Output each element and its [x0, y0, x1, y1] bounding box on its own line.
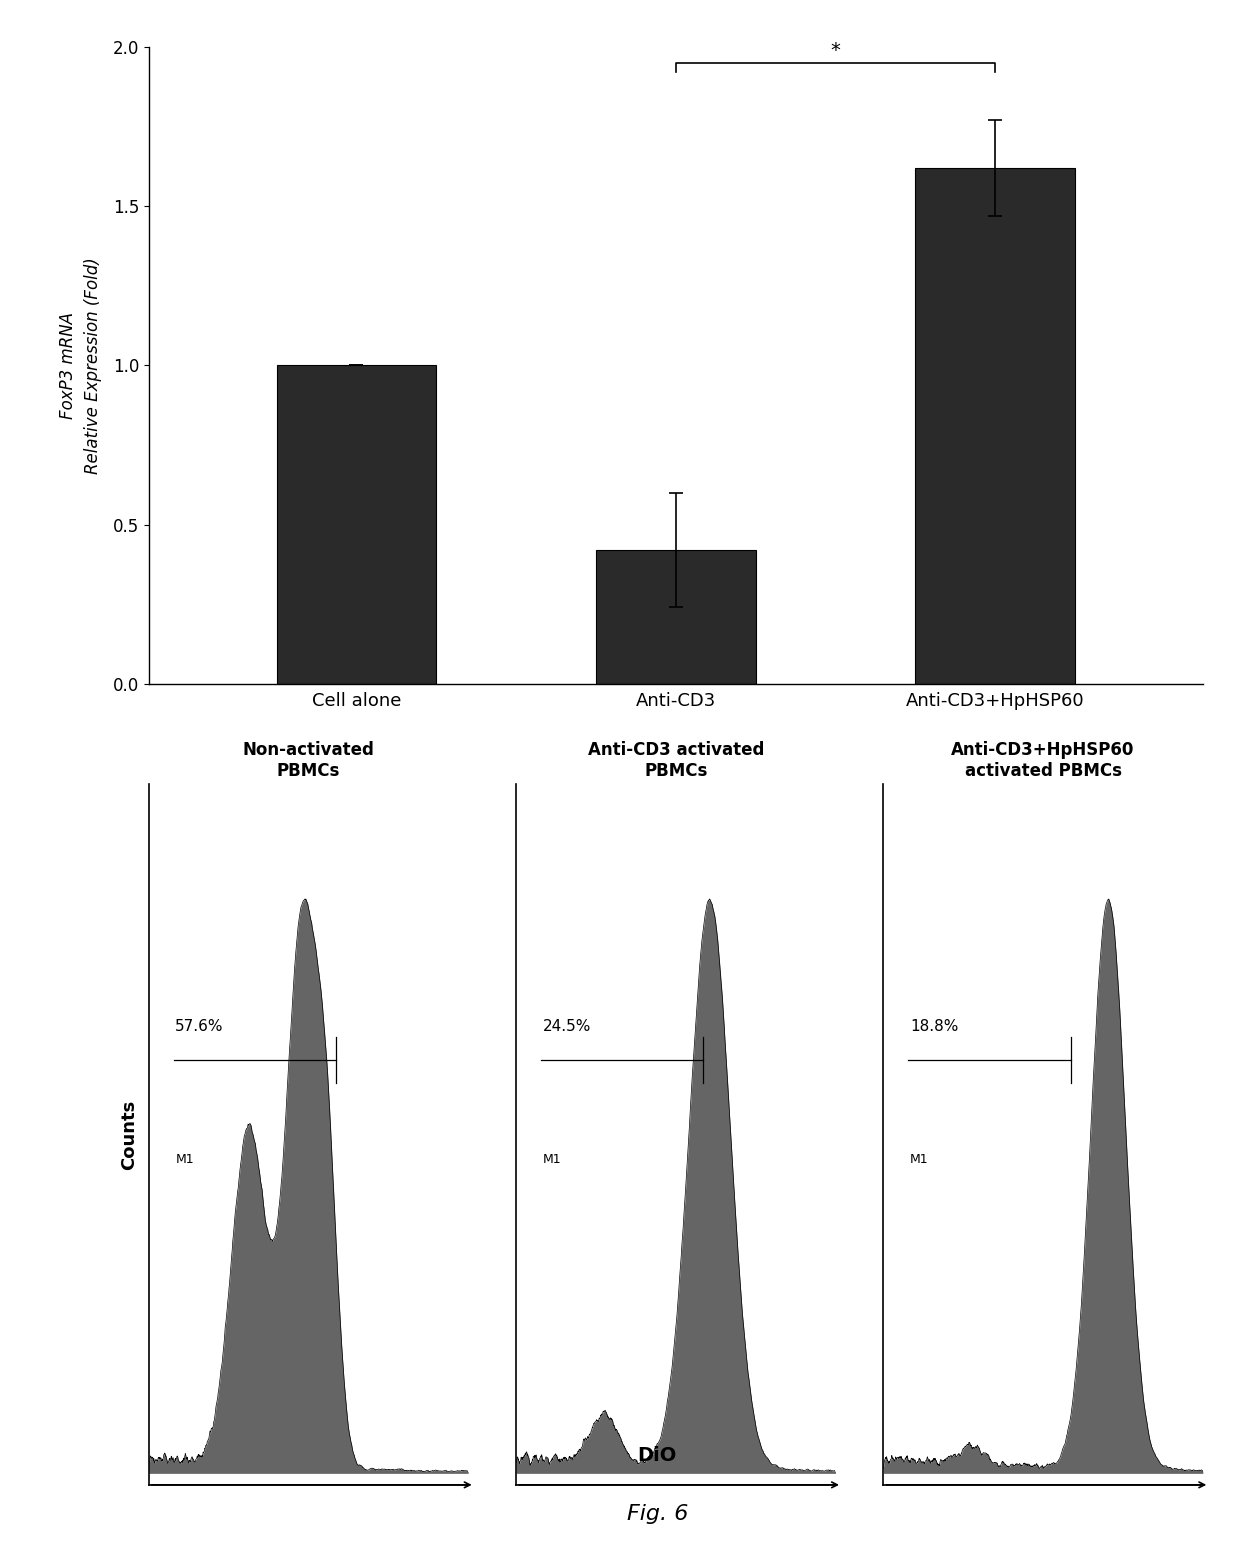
- Text: M1: M1: [910, 1153, 929, 1166]
- Title: Anti-CD3 activated
PBMCs: Anti-CD3 activated PBMCs: [588, 741, 764, 780]
- Bar: [277, 366, 436, 685]
- Text: M1: M1: [543, 1153, 562, 1166]
- Text: 18.8%: 18.8%: [910, 1019, 959, 1035]
- Text: 57.6%: 57.6%: [175, 1019, 224, 1035]
- Text: M1: M1: [175, 1153, 193, 1166]
- Text: DiO: DiO: [637, 1446, 677, 1465]
- Bar: [596, 550, 755, 685]
- Text: *: *: [831, 41, 841, 59]
- Bar: [915, 167, 1075, 685]
- Text: 24.5%: 24.5%: [543, 1019, 591, 1035]
- Y-axis label: Counts: Counts: [120, 1099, 138, 1169]
- Text: Fig. 6: Fig. 6: [626, 1504, 688, 1524]
- Title: Anti-CD3+HpHSP60
activated PBMCs: Anti-CD3+HpHSP60 activated PBMCs: [951, 741, 1135, 780]
- Text: Fig. 5: Fig. 5: [645, 799, 707, 819]
- Title: Non-activated
PBMCs: Non-activated PBMCs: [243, 741, 374, 780]
- Y-axis label: FoxP3 mRNA
Relative Expression (Fold): FoxP3 mRNA Relative Expression (Fold): [58, 256, 102, 474]
